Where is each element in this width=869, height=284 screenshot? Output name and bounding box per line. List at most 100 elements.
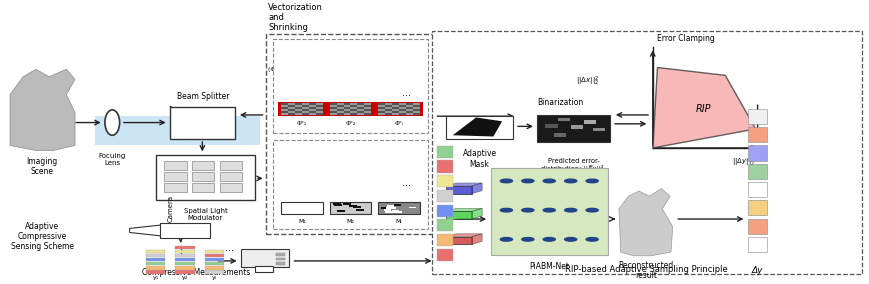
Circle shape (543, 179, 555, 183)
Text: Adaptive
Compressive
Sensing Scheme: Adaptive Compressive Sensing Scheme (10, 222, 74, 251)
Bar (282, 113, 289, 115)
Text: (Φ₁, Φ₂, ..., Φᵢ): (Φ₁, Φ₂, ..., Φᵢ) (269, 67, 312, 72)
Bar (192, 161, 215, 170)
Bar (329, 109, 336, 111)
Bar (356, 209, 364, 211)
Bar (343, 203, 351, 205)
Bar (446, 237, 472, 245)
Bar (350, 111, 357, 113)
Bar (146, 254, 165, 257)
Circle shape (543, 208, 555, 212)
Bar (205, 270, 224, 273)
Text: M₁: M₁ (298, 219, 306, 224)
Bar (337, 210, 344, 212)
Bar (329, 105, 336, 107)
Bar (409, 206, 416, 208)
Bar (413, 107, 420, 109)
Bar (748, 237, 767, 252)
Bar (205, 254, 224, 257)
Bar (343, 109, 350, 111)
Bar (146, 258, 165, 262)
Bar (302, 111, 308, 113)
Bar (357, 109, 364, 111)
Bar (378, 109, 385, 111)
Bar (364, 107, 371, 109)
Bar (437, 234, 453, 246)
Bar (278, 102, 326, 116)
Bar (164, 172, 187, 181)
Text: RIP: RIP (695, 104, 711, 114)
Bar (337, 210, 345, 212)
Bar (176, 266, 195, 270)
Bar (437, 190, 453, 202)
Bar (326, 102, 375, 116)
Polygon shape (653, 68, 756, 148)
Text: M₂: M₂ (347, 219, 355, 224)
Bar (164, 161, 187, 170)
Bar (364, 103, 371, 105)
Bar (378, 105, 385, 107)
Bar (308, 113, 315, 115)
Bar (164, 183, 187, 192)
Bar (437, 160, 453, 173)
Bar (571, 125, 583, 129)
Circle shape (521, 208, 534, 212)
Circle shape (501, 237, 513, 241)
Bar (343, 105, 350, 107)
Text: Adaptive
Mask: Adaptive Mask (462, 149, 496, 169)
Bar (413, 103, 420, 105)
Text: Camera: Camera (168, 195, 173, 222)
Bar (406, 105, 413, 107)
Bar (315, 107, 322, 109)
Bar (748, 218, 767, 234)
Circle shape (521, 237, 534, 241)
Bar (334, 204, 342, 206)
Polygon shape (10, 69, 75, 151)
Text: Φᵖ₁: Φᵖ₁ (297, 121, 307, 126)
Bar (336, 111, 343, 113)
Bar (146, 262, 165, 266)
Text: Beam Splitter: Beam Splitter (176, 93, 229, 101)
Bar (378, 202, 420, 214)
Bar (399, 111, 406, 113)
Bar (399, 107, 406, 109)
Ellipse shape (105, 110, 120, 135)
Bar (437, 175, 453, 187)
Bar (546, 124, 558, 128)
Circle shape (501, 208, 513, 212)
Circle shape (565, 208, 577, 212)
Bar (255, 266, 273, 272)
Bar (388, 205, 395, 207)
Circle shape (565, 237, 577, 241)
Bar (399, 103, 406, 105)
Bar (437, 249, 453, 261)
Bar (381, 207, 388, 209)
Bar (385, 211, 392, 213)
Bar (302, 107, 308, 109)
Bar (748, 164, 767, 179)
Bar (385, 107, 392, 109)
Text: Δy: Δy (752, 266, 763, 275)
Bar (295, 105, 302, 107)
Bar (353, 206, 361, 208)
Bar (437, 204, 453, 217)
Bar (220, 183, 242, 192)
Text: Reconstructed
result: Reconstructed result (618, 261, 673, 280)
Bar (176, 262, 195, 266)
Bar (584, 120, 596, 124)
Bar (315, 111, 322, 113)
Polygon shape (472, 208, 482, 219)
Bar (289, 103, 295, 105)
Text: PiABM-Net: PiABM-Net (529, 262, 569, 271)
Bar (357, 105, 364, 107)
Text: ...: ... (402, 178, 411, 189)
Bar (273, 39, 428, 133)
Bar (146, 266, 165, 270)
Bar (364, 111, 371, 113)
Bar (406, 113, 413, 115)
Circle shape (586, 208, 598, 212)
Bar (276, 253, 285, 256)
Bar (437, 219, 453, 231)
Bar (392, 105, 399, 107)
Text: Predicted error-
distribution: ||Δ̿x||²₂: Predicted error- distribution: ||Δ̿x||²₂ (541, 158, 607, 173)
